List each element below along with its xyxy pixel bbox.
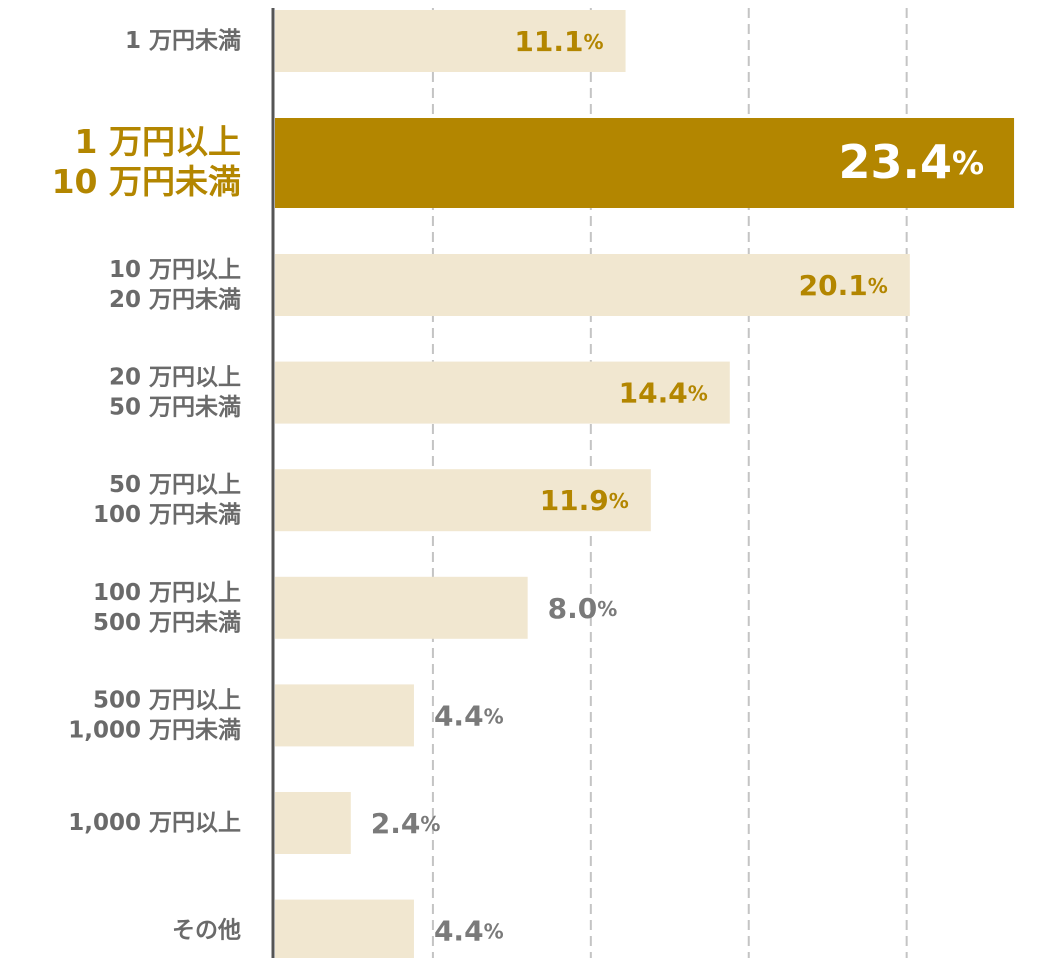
- value-label: 11.1%: [514, 25, 603, 58]
- value-label: 23.4%: [838, 135, 984, 189]
- category-label: 1,000 万円以上: [68, 810, 241, 836]
- bar: [275, 361, 730, 424]
- category-label: 50 万円以上 100 万円未満: [93, 472, 241, 528]
- value-label: 2.4%: [371, 807, 441, 840]
- category-label: 10 万円以上 20 万円未満: [109, 257, 241, 313]
- value-label: 8.0%: [548, 592, 618, 625]
- bar: [275, 118, 1015, 208]
- bar: [275, 899, 414, 958]
- bar: [275, 576, 528, 639]
- bar: [275, 792, 351, 854]
- value-label: 4.4%: [434, 915, 504, 948]
- category-label: 20 万円以上 50 万円未満: [109, 364, 241, 420]
- bar: [275, 10, 626, 72]
- bar: [275, 469, 651, 532]
- category-label: その他: [172, 917, 241, 943]
- value-label: 4.4%: [434, 699, 504, 732]
- value-label: 11.9%: [540, 484, 629, 517]
- value-label: 20.1%: [799, 269, 888, 302]
- value-label: 14.4%: [619, 377, 708, 410]
- bar: [275, 684, 414, 747]
- category-label: 1 万円未満: [125, 28, 241, 54]
- category-label: 500 万円以上 1,000 万円未満: [68, 687, 241, 743]
- category-label: 100 万円以上 500 万円未満: [93, 579, 241, 635]
- category-label: 1 万円以上 10 万円未満: [52, 122, 241, 201]
- bar: [275, 254, 910, 316]
